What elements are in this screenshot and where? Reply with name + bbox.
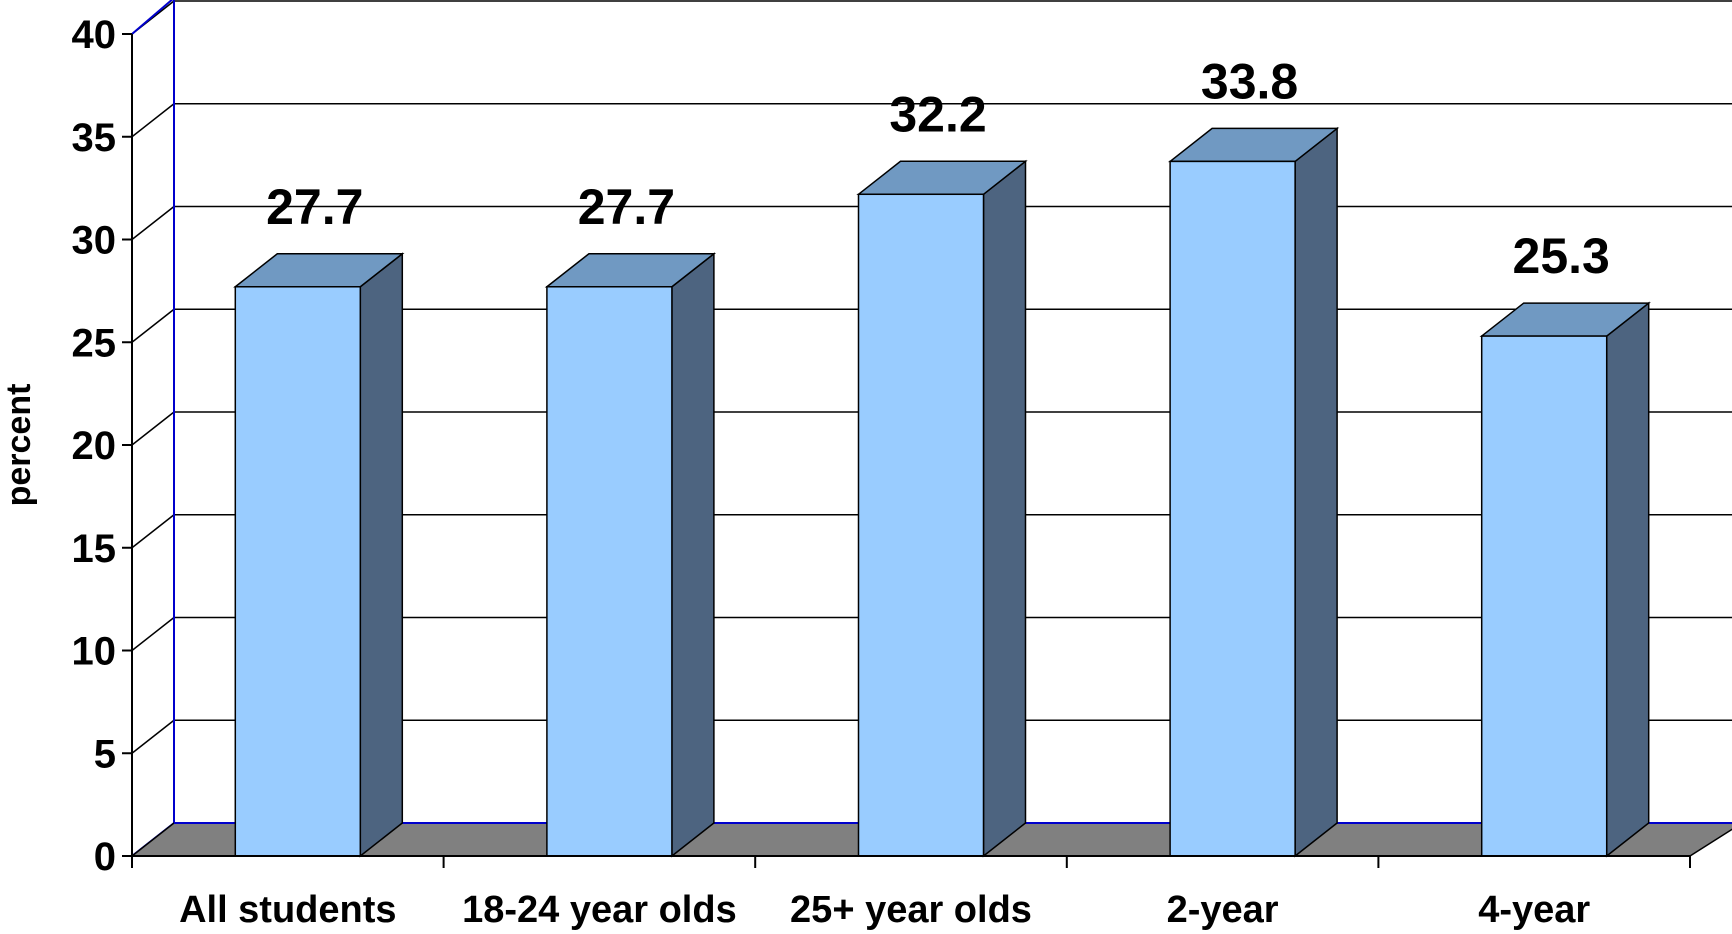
data-label: 27.7 bbox=[266, 179, 363, 235]
y-tick-label: 15 bbox=[72, 527, 117, 571]
gridline-side-35 bbox=[131, 103, 175, 138]
y-tick-label: 35 bbox=[72, 116, 117, 160]
bar-front bbox=[857, 193, 985, 857]
bar-side bbox=[1605, 301, 1650, 858]
x-tick-label: 4-year bbox=[1478, 889, 1590, 931]
gridline-side-10 bbox=[131, 616, 175, 652]
gridline-side-20 bbox=[131, 411, 175, 446]
data-label: 32.2 bbox=[889, 86, 986, 142]
y-tick-label: 20 bbox=[72, 424, 117, 468]
data-label: 27.7 bbox=[578, 179, 675, 235]
y-axis-title: percent bbox=[0, 384, 38, 507]
bar-side bbox=[1294, 126, 1338, 858]
y-tick-label: 30 bbox=[72, 219, 117, 263]
x-tick-label: 25+ year olds bbox=[790, 889, 1032, 931]
y-tick-label: 0 bbox=[94, 835, 116, 879]
bar-front bbox=[546, 286, 673, 857]
bars bbox=[233, 126, 1651, 858]
y-tick-label: 10 bbox=[72, 630, 117, 674]
bar-front bbox=[1480, 335, 1608, 857]
gridline-side-30 bbox=[131, 205, 175, 241]
x-tick-label: All students bbox=[179, 889, 396, 931]
bar-side bbox=[982, 159, 1027, 858]
bar-side bbox=[359, 252, 404, 858]
y-tick-label: 5 bbox=[94, 732, 116, 776]
labels: 27.7 All students 27.7 18-24 year olds 32.2 2… bbox=[72, 13, 1610, 931]
axes bbox=[122, 33, 1691, 868]
data-label: 25.3 bbox=[1513, 228, 1610, 284]
bar-front bbox=[234, 286, 362, 857]
x-tick-label: 18-24 year olds bbox=[462, 889, 737, 931]
data-label: 33.8 bbox=[1201, 53, 1298, 109]
gridline-side-5 bbox=[131, 719, 175, 754]
x-tick-label: 2-year bbox=[1167, 889, 1279, 931]
gridline-side-15 bbox=[131, 514, 175, 549]
y-tick-label: 25 bbox=[72, 321, 117, 365]
bar-front bbox=[1169, 160, 1296, 857]
wall-top-edge bbox=[131, 0, 174, 35]
bar-side bbox=[671, 252, 715, 858]
y-tick-label: 40 bbox=[72, 13, 117, 57]
gridline-side-25 bbox=[131, 308, 175, 343]
